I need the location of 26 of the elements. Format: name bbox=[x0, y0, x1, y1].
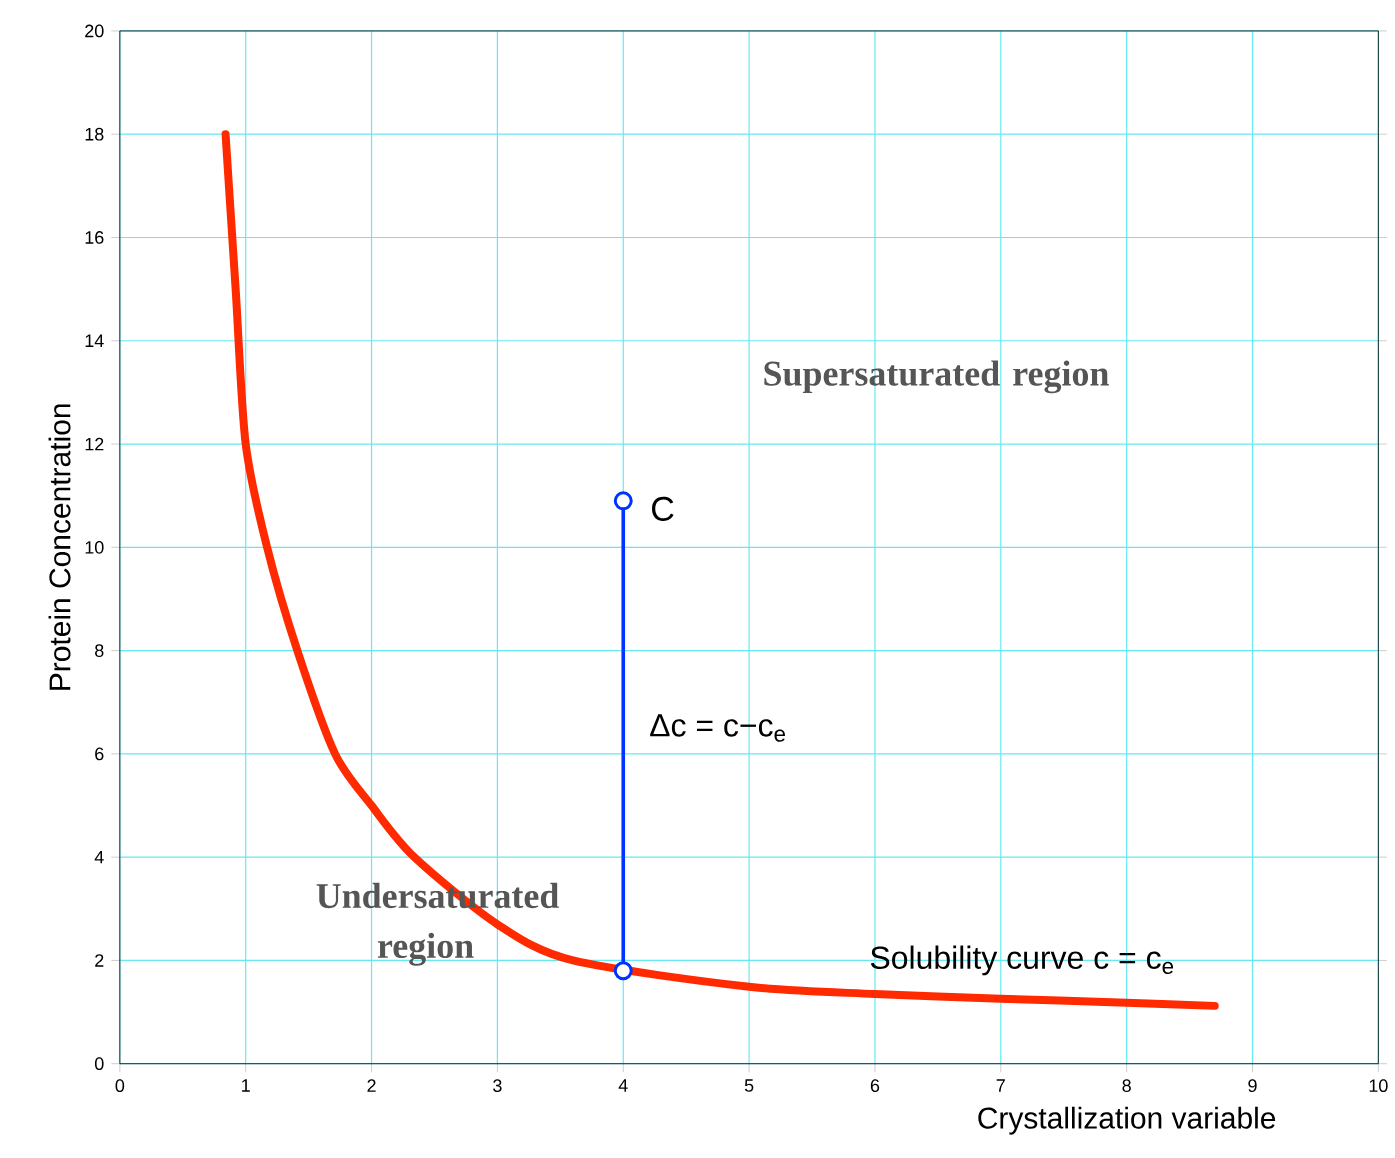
y-tick-label: 2 bbox=[95, 954, 104, 967]
y-tick-label: 18 bbox=[85, 128, 104, 141]
x-tick-label: 8 bbox=[1122, 1079, 1131, 1093]
x-tick-label: 2 bbox=[367, 1079, 376, 1093]
x-tick-label: 10 bbox=[1369, 1079, 1388, 1093]
y-tick-label: 0 bbox=[94, 1057, 104, 1071]
x-tick-label: 7 bbox=[996, 1079, 1005, 1092]
y-tick-label: 20 bbox=[85, 24, 104, 38]
y-tick-label: 10 bbox=[85, 541, 104, 554]
x-tick-label: 0 bbox=[115, 1079, 125, 1093]
y-tick-label: 12 bbox=[85, 437, 104, 451]
annotation: Δc = c−c$_{e}$ bbox=[650, 714, 786, 742]
x-tick-label: 3 bbox=[493, 1079, 502, 1093]
x-tick-label: 9 bbox=[1248, 1079, 1257, 1093]
y-tick-label: 8 bbox=[95, 644, 104, 658]
x-axis-title: Crystallization variable bbox=[978, 1106, 1276, 1135]
x-tick-label: 1 bbox=[242, 1079, 250, 1092]
x-tick-label: 4 bbox=[618, 1079, 628, 1092]
annotation: C bbox=[652, 497, 674, 522]
y-tick-label: 16 bbox=[85, 231, 104, 245]
x-tick-label: 5 bbox=[744, 1079, 754, 1093]
y-axis-title: Protein Concentration bbox=[48, 404, 71, 690]
y-tick-label: 14 bbox=[85, 334, 104, 348]
y-tick-label: 4 bbox=[94, 851, 104, 864]
x-tick-label: 6 bbox=[870, 1079, 880, 1093]
y-tick-label: 6 bbox=[95, 747, 104, 761]
